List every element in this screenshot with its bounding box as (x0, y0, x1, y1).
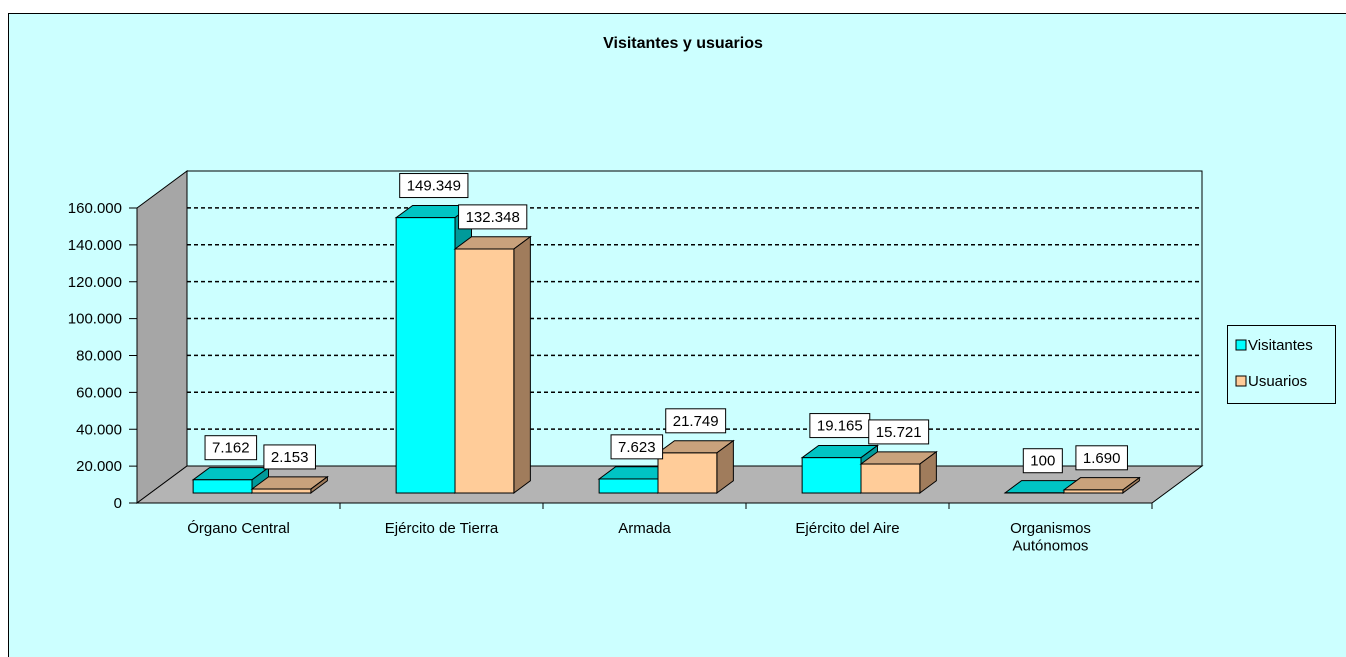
value-label: 15.721 (876, 424, 922, 441)
y-tick-label: 100.000 (68, 311, 122, 328)
legend-label: Visitantes (1248, 337, 1313, 354)
value-label-box (1022, 448, 1063, 474)
y-tick-label: 40.000 (76, 421, 122, 438)
y-tick-label: 80.000 (76, 348, 122, 365)
legend (1227, 325, 1336, 404)
bar (656, 439, 735, 495)
bar (395, 217, 456, 494)
bar (454, 248, 515, 494)
value-label: 7.623 (618, 439, 656, 456)
bar (801, 457, 862, 494)
value-label: 21.749 (673, 413, 719, 430)
bar (860, 463, 921, 494)
value-label: 132.348 (466, 209, 520, 226)
x-tick-label: Órgano Central (187, 520, 290, 537)
x-tick-label: Organismos Autónomos (1010, 520, 1091, 554)
value-label: 7.162 (212, 440, 250, 457)
value-label: 1.690 (1083, 450, 1121, 467)
value-label-box (809, 413, 871, 439)
legend-label: Usuarios (1248, 373, 1307, 390)
bar (250, 475, 329, 495)
bar (192, 479, 253, 494)
value-label-box (399, 173, 469, 199)
x-tick-label: Ejército de Tierra (385, 520, 499, 537)
y-tick-label: 160.000 (68, 200, 122, 217)
bar (453, 235, 532, 495)
x-tick-label: Armada (618, 520, 671, 537)
y-tick-label: 60.000 (76, 384, 122, 401)
side-wall (136, 170, 188, 504)
bar (1063, 489, 1124, 494)
y-tick-label: 0 (114, 495, 122, 512)
value-label-box (1075, 445, 1128, 471)
bar (251, 488, 312, 494)
x-tick-label: Ejército del Aire (795, 520, 899, 537)
bar-side (513, 235, 531, 495)
y-tick-label: 20.000 (76, 458, 122, 475)
value-label-box (665, 408, 727, 434)
bar (859, 450, 938, 495)
value-label: 2.153 (271, 449, 309, 466)
value-label-box (263, 444, 316, 470)
bar (598, 478, 659, 494)
bar (657, 452, 718, 494)
value-label-box (610, 434, 664, 460)
value-label-box (868, 419, 930, 445)
chart-title: Visitantes y usuarios (603, 35, 763, 52)
legend-swatch (1235, 375, 1247, 387)
y-tick-label: 140.000 (68, 237, 122, 254)
value-label-box (204, 435, 258, 461)
legend-swatch (1235, 339, 1247, 351)
value-label: 19.165 (817, 418, 863, 435)
y-tick-label: 120.000 (68, 274, 122, 291)
value-label-box (458, 204, 528, 230)
bar (1062, 476, 1141, 495)
value-label: 149.349 (407, 178, 461, 195)
value-label: 100 (1030, 453, 1055, 470)
